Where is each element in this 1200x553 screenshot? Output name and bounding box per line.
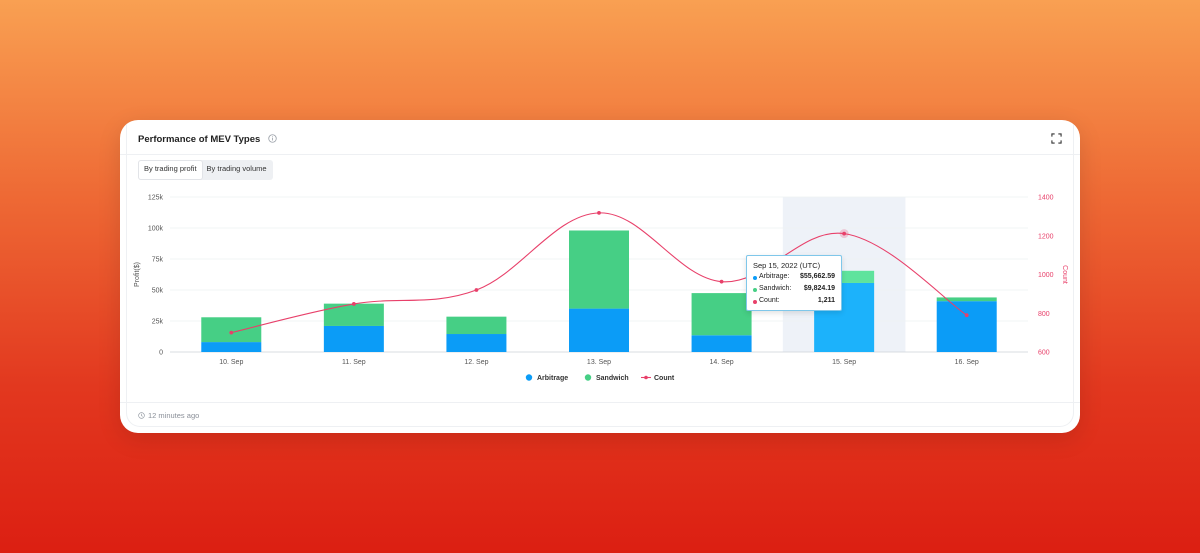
bar-sandwich [569, 230, 629, 309]
y2-tick-label: 1000 [1038, 272, 1054, 279]
y-tick-label: 50k [152, 288, 164, 295]
info-icon[interactable] [268, 134, 277, 143]
y2-axis-label: Count [1061, 265, 1068, 284]
y2-tick-label: 600 [1038, 350, 1050, 357]
bar-arbitrage [569, 308, 629, 352]
count-point [474, 288, 479, 292]
y-tick-label: 25k [152, 319, 164, 326]
bar-sandwich [936, 297, 997, 302]
bar-sandwich [201, 317, 262, 343]
last-updated-text: 12 minutes ago [148, 411, 200, 420]
x-tick-label: 15. Sep [832, 359, 856, 366]
bar-sandwich [446, 316, 507, 335]
y-tick-label: 0 [159, 350, 163, 357]
y-tick-label: 100k [148, 226, 164, 233]
tooltip-value: $55,662.59 [799, 273, 835, 280]
legend-label: Arbitrage [537, 375, 568, 382]
tooltip-value: 1,211 [817, 297, 835, 304]
count-point [351, 302, 356, 306]
legend-label: Count [654, 375, 675, 382]
y-tick-label: 75k [152, 257, 164, 264]
count-point [719, 279, 724, 284]
bar-arbitrage [936, 301, 997, 352]
card-header: Performance of MEV Types [120, 120, 1080, 155]
clock-icon [138, 412, 145, 419]
toggle-trading-volume[interactable]: By trading volume [206, 164, 267, 173]
x-tick-label: 10. Sep [219, 359, 243, 366]
y-axis-label: Profit($) [134, 262, 141, 287]
y2-tick-label: 1400 [1038, 195, 1054, 202]
chart-tooltip: Sep 15, 2022 (UTC) Arbitrage: $55,662.59… [746, 255, 842, 311]
x-tick-label: 14. Sep [710, 359, 734, 366]
tooltip-label: Count: [759, 297, 780, 304]
chart-card: Performance of MEV Types By trading prof… [120, 120, 1080, 433]
sandwich-dot-icon [753, 288, 757, 292]
bar-arbitrage [323, 325, 384, 352]
count-point [597, 210, 601, 215]
card-footer: 12 minutes ago [120, 402, 1080, 433]
count-point [964, 313, 969, 318]
legend-marker [644, 375, 648, 380]
tooltip-value: $9,824.19 [803, 285, 835, 292]
arbitrage-dot-icon [753, 276, 757, 280]
legend-marker [525, 374, 533, 381]
card-title: Performance of MEV Types [138, 134, 261, 145]
tooltip-row-arbitrage: Arbitrage: $55,662.59 [753, 273, 835, 283]
bar-arbitrage [446, 334, 507, 352]
count-dot-icon [753, 300, 757, 304]
bar-sandwich [691, 293, 752, 336]
toggle-trading-profit[interactable]: By trading profit [139, 161, 202, 179]
legend-marker [584, 374, 592, 381]
legend-label: Sandwich [596, 375, 629, 382]
x-tick-label: 16. Sep [955, 359, 979, 366]
tooltip-label: Arbitrage: [759, 273, 790, 280]
metric-toggle: By trading profit By trading volume [138, 160, 273, 180]
tooltip-row-sandwich: Sandwich: $9,824.19 [753, 285, 835, 295]
y2-tick-label: 800 [1038, 311, 1050, 318]
y2-tick-label: 1200 [1038, 233, 1054, 240]
tooltip-label: Sandwich: [759, 285, 792, 292]
mev-performance-chart: 0 25k 50k 75k 100k 125k 600 800 1000 1200 1400 Prof… [134, 195, 1068, 383]
count-point [229, 330, 234, 335]
y-tick-label: 125k [148, 195, 164, 202]
expand-icon[interactable] [1051, 133, 1062, 144]
bar-arbitrage [201, 342, 262, 352]
bar-sandwich [323, 303, 384, 326]
tooltip-title: Sep 15, 2022 (UTC) [753, 261, 821, 270]
x-tick-label: 12. Sep [464, 359, 488, 366]
x-tick-label: 11. Sep [342, 359, 366, 366]
bar-arbitrage [691, 335, 752, 352]
tooltip-row-count: Count: 1,211 [753, 297, 835, 307]
count-point [842, 231, 847, 236]
x-tick-label: 13. Sep [587, 359, 611, 366]
